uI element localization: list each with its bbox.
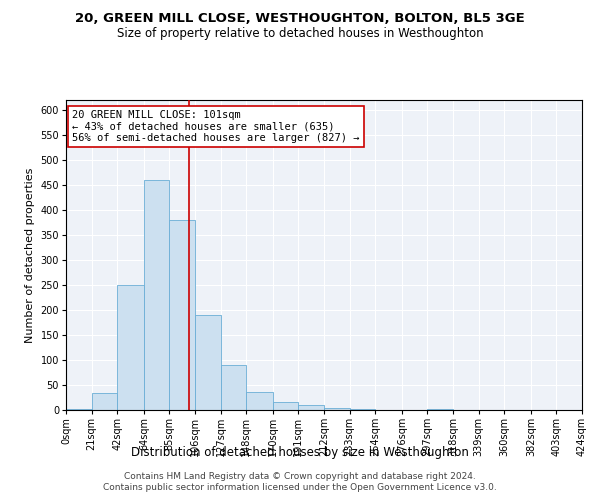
Text: Size of property relative to detached houses in Westhoughton: Size of property relative to detached ho… xyxy=(116,28,484,40)
Bar xyxy=(195,315,221,410)
Bar xyxy=(427,409,453,410)
Bar xyxy=(221,365,246,410)
Bar xyxy=(117,285,144,410)
Bar xyxy=(144,180,169,410)
Text: 20 GREEN MILL CLOSE: 101sqm
← 43% of detached houses are smaller (635)
56% of se: 20 GREEN MILL CLOSE: 101sqm ← 43% of det… xyxy=(72,110,359,143)
Text: Contains HM Land Registry data © Crown copyright and database right 2024.: Contains HM Land Registry data © Crown c… xyxy=(124,472,476,481)
Bar xyxy=(246,392,273,410)
Text: 20, GREEN MILL CLOSE, WESTHOUGHTON, BOLTON, BL5 3GE: 20, GREEN MILL CLOSE, WESTHOUGHTON, BOLT… xyxy=(75,12,525,26)
Y-axis label: Number of detached properties: Number of detached properties xyxy=(25,168,35,342)
Text: Distribution of detached houses by size in Westhoughton: Distribution of detached houses by size … xyxy=(131,446,469,459)
Bar xyxy=(273,402,298,410)
Bar xyxy=(169,220,195,410)
Bar xyxy=(66,409,92,410)
Bar xyxy=(350,408,375,410)
Text: Contains public sector information licensed under the Open Government Licence v3: Contains public sector information licen… xyxy=(103,484,497,492)
Bar xyxy=(298,405,324,410)
Bar xyxy=(324,408,350,410)
Bar xyxy=(92,392,117,410)
